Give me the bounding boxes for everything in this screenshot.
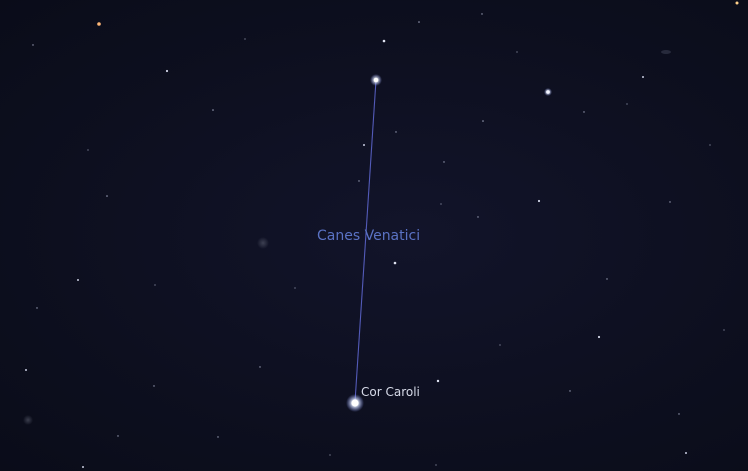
star[interactable] bbox=[82, 466, 84, 468]
star[interactable] bbox=[165, 69, 169, 73]
faint-star bbox=[435, 464, 437, 466]
star-chara[interactable] bbox=[373, 77, 379, 83]
constellation-line bbox=[354, 79, 377, 403]
faint-stars bbox=[32, 13, 725, 466]
faint-star bbox=[153, 385, 155, 387]
faint-star bbox=[217, 436, 219, 438]
faint-star bbox=[244, 38, 246, 40]
star[interactable] bbox=[685, 452, 687, 454]
faint-star bbox=[709, 144, 711, 146]
faint-star bbox=[294, 287, 296, 289]
faint-star bbox=[329, 454, 331, 456]
star[interactable] bbox=[25, 369, 27, 371]
galaxy-smudge bbox=[661, 50, 671, 54]
faint-star bbox=[440, 203, 442, 205]
star[interactable] bbox=[436, 379, 440, 383]
galaxy-smudge bbox=[23, 415, 33, 425]
star[interactable] bbox=[597, 335, 601, 339]
star[interactable] bbox=[537, 199, 541, 203]
star[interactable] bbox=[382, 39, 386, 43]
faint-star bbox=[87, 149, 89, 151]
faint-star bbox=[499, 344, 501, 346]
faint-star bbox=[569, 390, 571, 392]
faint-star bbox=[117, 435, 119, 437]
faint-star bbox=[481, 13, 483, 15]
faint-star bbox=[395, 131, 397, 133]
faint-star bbox=[606, 278, 608, 280]
faint-star bbox=[723, 329, 725, 331]
faint-star bbox=[32, 44, 34, 46]
faint-star bbox=[482, 120, 484, 122]
star-orange[interactable] bbox=[97, 22, 101, 26]
faint-star bbox=[669, 201, 671, 203]
faint-star bbox=[36, 307, 38, 309]
star[interactable] bbox=[642, 76, 644, 78]
star[interactable] bbox=[363, 144, 365, 146]
star[interactable] bbox=[393, 261, 397, 265]
star-cor-caroli[interactable] bbox=[351, 399, 359, 407]
faint-star bbox=[583, 111, 585, 113]
star[interactable] bbox=[546, 90, 550, 94]
faint-star bbox=[418, 21, 420, 23]
faint-star bbox=[212, 109, 214, 111]
galaxy-smudge bbox=[257, 237, 269, 249]
star-orange[interactable] bbox=[735, 1, 739, 5]
faint-star bbox=[477, 216, 479, 218]
faint-star bbox=[443, 161, 445, 163]
faint-star bbox=[358, 180, 360, 182]
faint-star bbox=[626, 103, 628, 105]
faint-star bbox=[154, 284, 156, 286]
constellation-label[interactable]: Canes Venatici bbox=[317, 228, 421, 244]
faint-star bbox=[259, 366, 261, 368]
faint-star bbox=[516, 51, 518, 53]
faint-star bbox=[106, 195, 108, 197]
star[interactable] bbox=[77, 279, 79, 281]
star-label-cor-caroli[interactable]: Cor Caroli bbox=[361, 385, 420, 399]
faint-star bbox=[678, 413, 680, 415]
